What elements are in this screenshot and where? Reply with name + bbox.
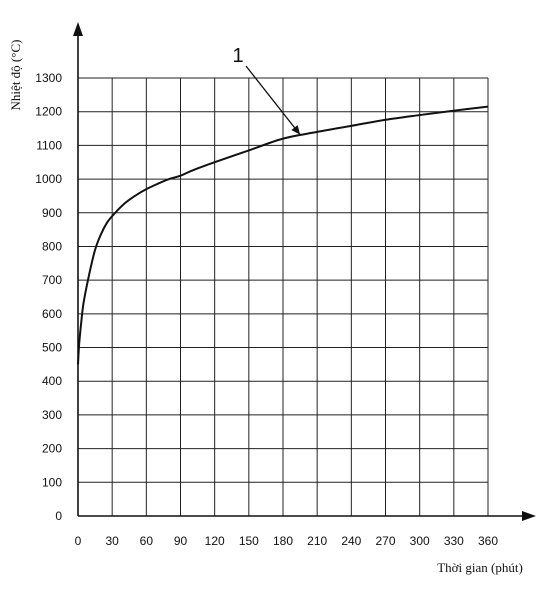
x-tick-label: 120 xyxy=(205,534,225,548)
x-axis-ticks: 0 30 60 90 120 150 180 210 240 270 300 330 360 xyxy=(75,534,499,548)
grid xyxy=(78,77,489,516)
y-tick-label: 0 xyxy=(55,509,62,523)
callout-arrowhead xyxy=(291,125,301,135)
y-tick-label: 1100 xyxy=(36,138,62,152)
y-tick-label: 200 xyxy=(42,442,62,456)
x-tick-label: 210 xyxy=(307,534,327,548)
x-tick-label: 240 xyxy=(341,534,361,548)
x-tick-label: 180 xyxy=(273,534,293,548)
y-tick-label: 1300 xyxy=(35,71,62,85)
x-tick-label: 330 xyxy=(444,534,464,548)
y-tick-label: 1000 xyxy=(35,172,62,186)
y-tick-label: 500 xyxy=(42,341,62,355)
x-tick-label: 60 xyxy=(140,534,154,548)
axes xyxy=(73,22,536,521)
y-tick-label: 800 xyxy=(42,239,62,253)
x-tick-label: 360 xyxy=(478,534,498,548)
x-tick-label: 150 xyxy=(239,534,259,548)
annotations: 1 xyxy=(232,45,301,136)
x-tick-label: 300 xyxy=(410,534,430,548)
y-axis-label: Nhiệt độ (°C) xyxy=(8,40,23,111)
y-tick-label: 100 xyxy=(42,475,62,489)
y-tick-label: 400 xyxy=(42,374,62,388)
x-tick-label: 30 xyxy=(105,534,119,548)
y-axis-arrow xyxy=(73,22,83,36)
y-tick-label: 300 xyxy=(42,408,62,422)
callout-label: 1 xyxy=(232,45,243,67)
x-axis-label: Thời gian (phút) xyxy=(437,560,523,575)
x-axis-arrow xyxy=(522,511,536,521)
x-tick-label: 270 xyxy=(375,534,395,548)
y-axis-ticks: 0 100 200 300 400 500 600 700 800 900 1000 1100 1200… xyxy=(35,71,62,523)
y-tick-label: 1200 xyxy=(35,105,62,119)
y-tick-label: 700 xyxy=(42,273,62,287)
x-tick-label: 0 xyxy=(75,534,82,548)
y-tick-label: 900 xyxy=(42,206,62,220)
series-line-1 xyxy=(77,105,489,365)
x-tick-label: 90 xyxy=(174,534,188,548)
y-tick-label: 600 xyxy=(42,307,62,321)
callout-leader xyxy=(245,65,301,136)
series-group xyxy=(77,105,489,365)
